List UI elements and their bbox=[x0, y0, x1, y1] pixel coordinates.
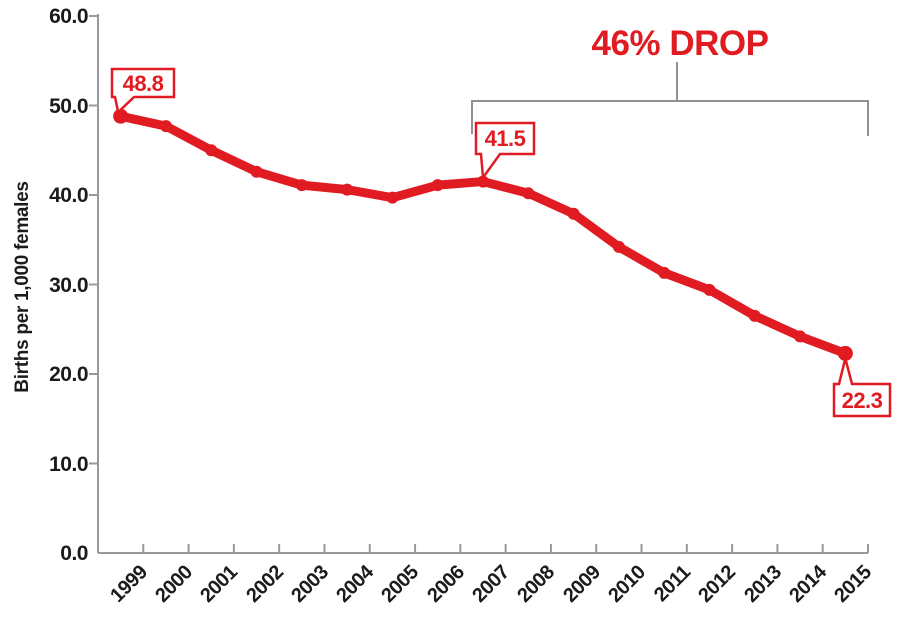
callout-label-2007: 41.5 bbox=[484, 126, 526, 151]
data-point bbox=[205, 144, 218, 157]
y-tick-label: 10.0 bbox=[49, 452, 88, 476]
callout-box-2007 bbox=[474, 121, 536, 182]
data-point bbox=[341, 183, 354, 196]
data-point bbox=[703, 283, 716, 296]
data-point bbox=[794, 330, 807, 343]
y-tick-label: 50.0 bbox=[49, 94, 88, 118]
data-point bbox=[113, 108, 129, 124]
data-point bbox=[159, 120, 172, 133]
y-tick-label: 60.0 bbox=[49, 5, 88, 28]
data-point bbox=[837, 345, 853, 361]
data-point bbox=[295, 179, 308, 192]
y-tick-label: 30.0 bbox=[49, 273, 88, 297]
data-point bbox=[431, 179, 444, 192]
callout-label-2015: 22.3 bbox=[841, 388, 883, 413]
data-point bbox=[658, 266, 671, 279]
data-point bbox=[567, 207, 580, 220]
y-tick-label: 40.0 bbox=[49, 184, 88, 207]
y-tick-label: 20.0 bbox=[49, 363, 88, 386]
drop-annotation-label: 46% DROP bbox=[591, 24, 769, 63]
callout-box-2015 bbox=[832, 358, 892, 418]
callout-label-1999: 48.8 bbox=[122, 71, 164, 96]
drop-span-bracket bbox=[471, 100, 869, 136]
data-point bbox=[250, 165, 263, 178]
y-tick-label: 0.0 bbox=[60, 542, 88, 565]
data-point bbox=[386, 191, 399, 204]
callout-box-1999 bbox=[110, 67, 176, 115]
data-point bbox=[522, 187, 535, 200]
data-point bbox=[612, 240, 625, 253]
data-point bbox=[477, 175, 489, 188]
data-point bbox=[748, 309, 761, 322]
